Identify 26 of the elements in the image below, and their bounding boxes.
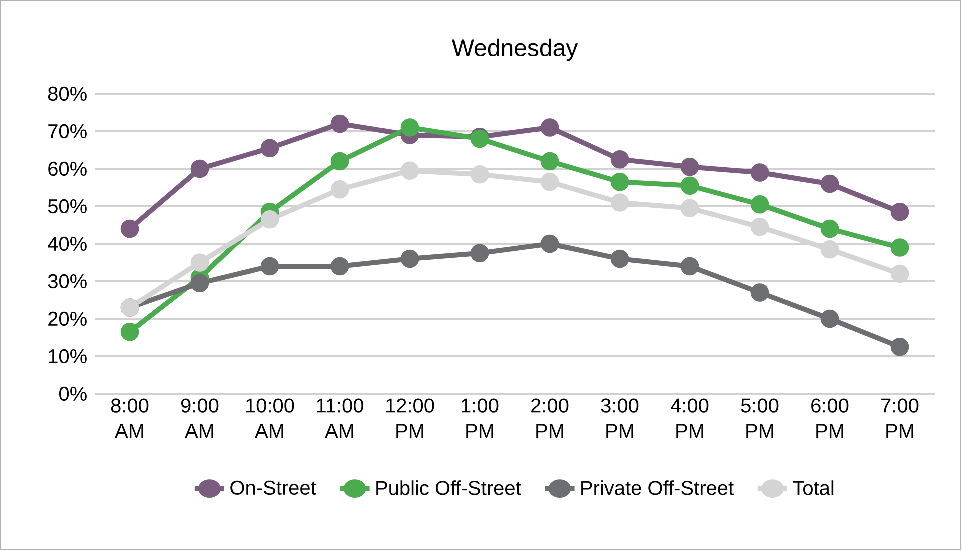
x-tick-label: 4:00 PM: [671, 398, 709, 438]
y-tick-label: 70%: [48, 124, 87, 139]
x-tick-label: 12:00 PM: [386, 398, 434, 438]
x-tick-label: 7:00 PM: [882, 398, 919, 438]
legend-label: On-Street: [230, 480, 316, 496]
y-tick-label: 60%: [48, 162, 87, 176]
x-tick-label: 2:00 PM: [532, 398, 569, 438]
y-tick-label: 30%: [48, 274, 87, 289]
legend-label: Private Off-Street: [582, 480, 734, 496]
x-tick-label: 10:00 AM: [246, 398, 294, 438]
legend-label: Public Off-Street: [376, 480, 522, 496]
x-tick-label: 11:00 AM: [317, 398, 364, 438]
x-tick-label: 6:00 PM: [812, 398, 849, 438]
y-tick-label: 0%: [60, 386, 87, 402]
x-tick-label: 1:00 PM: [462, 398, 499, 438]
y-tick-label: 40%: [48, 236, 87, 252]
y-tick-label: 50%: [48, 199, 87, 214]
y-tick-label: 80%: [48, 86, 87, 102]
x-tick-label: 9:00 AM: [181, 398, 219, 438]
y-tick-label: 20%: [48, 312, 87, 326]
x-tick-label: 8:00 AM: [111, 398, 149, 438]
y-tick-label: 10%: [49, 349, 87, 364]
legend-label: Total: [793, 480, 834, 496]
x-tick-label: 5:00 PM: [741, 398, 779, 438]
chart-title: Wednesday: [452, 38, 578, 62]
x-tick-label: 3:00 PM: [601, 398, 639, 438]
